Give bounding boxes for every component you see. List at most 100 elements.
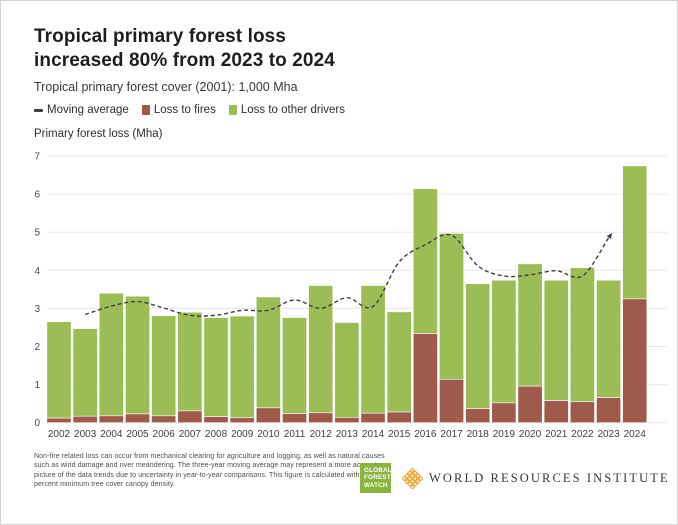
x-tick-label: 2007 — [179, 429, 202, 440]
x-tick-label: 2008 — [205, 429, 228, 440]
wri-diamond-cell — [404, 473, 410, 479]
bar-fires-2021 — [543, 400, 569, 423]
x-tick-label: 2017 — [440, 429, 463, 440]
bar-fires-2013 — [334, 417, 360, 423]
y-axis-title: Primary forest loss (Mha) — [34, 128, 163, 140]
x-tick-label: 2010 — [257, 429, 280, 440]
gfw-logo-line: FOREST — [364, 474, 391, 482]
subtitle: Tropical primary forest cover (2001): 1,… — [34, 80, 298, 94]
wri-diamond-cell — [412, 475, 419, 482]
wri-logo-icon — [402, 468, 423, 489]
x-tick-label: 2019 — [493, 429, 516, 440]
legend-item-fires: Loss to fires — [141, 104, 216, 116]
bar-fires-2010 — [255, 407, 281, 424]
footnote: Non-fire related loss can occur from mec… — [34, 453, 385, 489]
title-line-2: increased 80% from 2023 to 2024 — [34, 50, 335, 71]
y-tick-label: 5 — [34, 228, 40, 239]
wri-diamond-cell — [402, 475, 407, 482]
y-tick-label: 2 — [34, 342, 40, 353]
bar-fires-2002 — [46, 417, 72, 423]
bar-fires-2014 — [360, 412, 386, 423]
x-tick-label: 2002 — [48, 429, 71, 440]
bar-fires-2015 — [386, 411, 412, 424]
x-axis-ticks: 2002 2003 2004 2005 2006 2007 2008 2009 2010 2011… — [48, 429, 646, 440]
moving-average-dash-icon — [34, 108, 43, 112]
bar-other-drivers-2015 — [386, 311, 412, 413]
x-tick-label: 2021 — [545, 429, 568, 440]
bar-other-drivers-2021 — [543, 279, 569, 401]
wri-diamond-cell — [409, 484, 416, 489]
x-tick-label: 2022 — [571, 429, 594, 440]
x-tick-label: 2012 — [310, 429, 333, 440]
bar-other-drivers-2022 — [569, 267, 595, 403]
x-tick-label: 2003 — [74, 429, 97, 440]
bar-fires-2018 — [465, 408, 491, 423]
bars — [46, 165, 648, 424]
bar-fires-2012 — [308, 412, 334, 424]
bar-other-drivers-2009 — [229, 315, 255, 419]
wri-diamond-cell — [412, 470, 419, 476]
wri-diamond-cell — [409, 468, 416, 474]
x-tick-label: 2020 — [519, 429, 542, 440]
gfw-logo-line: GLOBAL — [364, 466, 392, 474]
moving-average-line — [84, 233, 610, 317]
y-tick-label: 6 — [34, 190, 40, 201]
y-tick-label: 3 — [34, 304, 40, 315]
bar-fires-2016 — [412, 333, 438, 424]
y-tick-label: 0 — [34, 418, 40, 429]
bar-other-drivers-2019 — [491, 279, 517, 404]
wri-diamond-cell — [406, 470, 413, 476]
x-tick-label: 2024 — [624, 429, 647, 440]
bar-fires-2011 — [282, 413, 307, 423]
x-tick-label: 2011 — [284, 429, 306, 440]
legend-label-fires: Loss to fires — [153, 104, 216, 116]
wri-diamond-cell — [415, 473, 421, 479]
x-tick-label: 2004 — [100, 429, 123, 440]
bar-other-drivers-2018 — [465, 283, 491, 409]
title-line-1: Tropical primary forest loss — [34, 26, 286, 47]
x-tick-label: 2005 — [126, 429, 149, 440]
wri-diamond-cell — [406, 481, 413, 487]
legend-item-moving-average: Moving average — [34, 104, 129, 116]
chart-legend: Moving average Loss to fires Loss to oth… — [34, 104, 345, 116]
page-title: Tropical primary forest loss increased 8… — [34, 25, 335, 73]
bar-other-drivers-2010 — [255, 296, 281, 409]
bar-other-drivers-2007 — [177, 311, 203, 412]
fires-swatch-icon — [141, 105, 150, 115]
wri-diamond-cell — [418, 475, 423, 482]
x-tick-label: 2009 — [231, 429, 254, 440]
wri-diamond-cell — [409, 473, 416, 479]
y-tick-label: 4 — [34, 266, 40, 277]
bar-other-drivers-2020 — [517, 263, 543, 387]
wri-diamond-cell — [406, 475, 413, 482]
bar-fires-2007 — [177, 410, 203, 424]
legend-label-moving-average: Moving average — [47, 104, 129, 116]
y-axis-ticks: 0 1 2 3 4 5 6 7 — [34, 152, 40, 430]
bar-fires-2020 — [517, 385, 543, 423]
bar-other-drivers-2016 — [412, 188, 438, 334]
wri-diamond-cell — [415, 478, 421, 485]
y-tick-label: 7 — [34, 152, 40, 163]
bar-other-drivers-2012 — [308, 285, 334, 414]
bar-fires-2024 — [622, 298, 648, 423]
bar-fires-2023 — [596, 397, 622, 423]
wri-diamond-cell — [409, 478, 416, 485]
legend-label-other-drivers: Loss to other drivers — [240, 104, 346, 116]
bar-fires-2006 — [151, 415, 177, 424]
wri-logo-text: WORLD RESOURCES INSTITUTE — [429, 471, 670, 485]
bar-fires-2019 — [491, 402, 517, 424]
bar-fires-2008 — [203, 416, 229, 424]
legend-item-other-drivers: Loss to other drivers — [228, 104, 346, 116]
y-tick-label: 1 — [34, 380, 40, 391]
x-tick-label: 2015 — [388, 429, 411, 440]
bar-other-drivers-2008 — [203, 317, 229, 417]
moving-average-arrowhead — [606, 232, 612, 239]
bar-fires-2022 — [569, 401, 595, 423]
global-forest-watch-logo: GLOBAL FOREST WATCH — [360, 463, 392, 493]
bar-fires-2004 — [98, 415, 124, 424]
bar-fires-2017 — [439, 378, 464, 424]
gfw-logo-line: WATCH — [364, 481, 388, 489]
x-tick-label: 2023 — [597, 429, 620, 440]
bar-other-drivers-2005 — [125, 295, 150, 415]
bar-fires-2005 — [125, 413, 150, 424]
